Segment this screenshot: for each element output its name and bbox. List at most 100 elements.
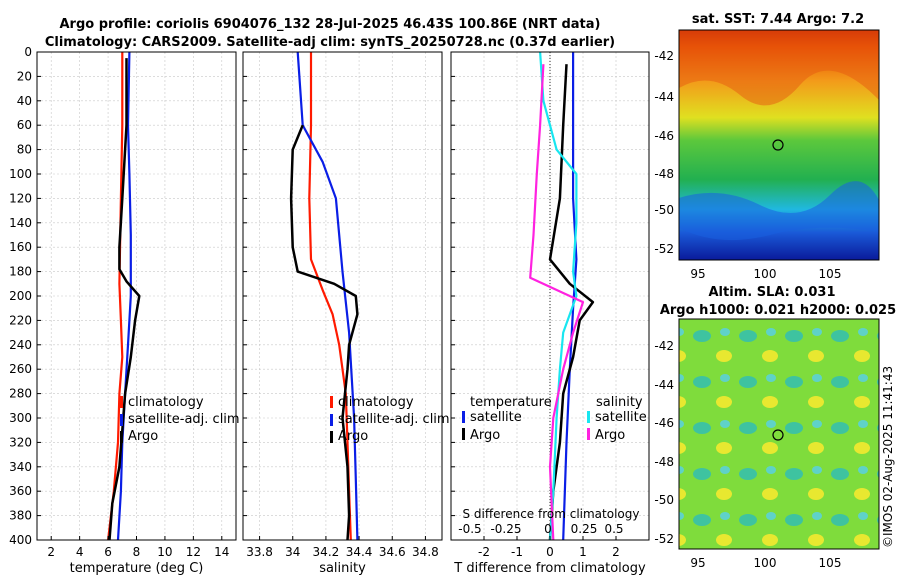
sla-map-field: [679, 319, 879, 549]
legend-swatch-s-satellite: [587, 411, 590, 423]
x-tick-label: 14: [214, 545, 229, 559]
sst-cold-band: [679, 181, 879, 241]
legend-label-satellite: satellite-adj. clim: [128, 412, 240, 427]
series-line-s-argo: [529, 64, 585, 541]
x-axis-label: salinity: [319, 561, 366, 576]
y-tick-label: 280: [9, 387, 32, 401]
x-tick-label: 8: [133, 545, 141, 559]
legend-swatch-satellite: [330, 414, 333, 426]
y-tick-label: 20: [17, 69, 32, 83]
x-axis-label: temperature (deg C): [70, 561, 204, 576]
legend-title-salinity: salinity: [596, 395, 643, 410]
legend-label-satellite: satellite-adj. clim: [338, 412, 450, 427]
secondary-x-tick-label: 0.5: [604, 522, 623, 536]
legend-swatch-argo: [330, 431, 333, 443]
sla-argo-marker: [772, 429, 784, 441]
x-axis-label: T difference from climatology: [453, 561, 646, 576]
map-y-tick-label: -46: [654, 129, 674, 143]
map-ticks: 95 100 105 -42 -44 -46 -48 -50 -52 95 100 105 -42 -44…: [654, 49, 841, 570]
y-tick-label: 120: [9, 191, 32, 205]
x-tick-label: 34.6: [379, 545, 406, 559]
secondary-x-tick-label: -0.5: [458, 522, 481, 536]
series-line-satellite-adj-clim: [296, 51, 359, 541]
sst-map-frame: [678, 29, 880, 261]
series-line-argo: [108, 58, 141, 541]
map-y-tick-label: -52: [654, 242, 674, 256]
y-tick-label: 140: [9, 216, 32, 230]
x-tick-label: 12: [186, 545, 201, 559]
sst-argo-marker: [772, 139, 784, 151]
x-tick-label: 4: [76, 545, 84, 559]
difference-legend: temperature salinity satellite Argo sate…: [462, 395, 647, 443]
y-tick-label: 260: [9, 362, 32, 376]
legend-label-argo: Argo: [128, 429, 158, 444]
series-line-s-satellite: [539, 51, 578, 541]
y-tick-label: 400: [9, 533, 32, 547]
map-x-tick-label: 95: [690, 556, 705, 570]
x-tick-label: 34.8: [412, 545, 439, 559]
legend-label-s-satellite: satellite: [595, 410, 647, 425]
map-y-tick-label: -52: [654, 532, 674, 546]
y-tick-label: 160: [9, 240, 32, 254]
map-x-tick-label: 105: [819, 267, 842, 281]
legend-swatch-climatology: [120, 396, 123, 408]
x-tick-label: 10: [157, 545, 172, 559]
legend-label-climatology: climatology: [338, 395, 414, 410]
y-tick-label: 380: [9, 509, 32, 523]
sst-warm-front: [679, 30, 879, 106]
y-tick-label: 60: [17, 118, 32, 132]
x-tick-label: 2: [47, 545, 55, 559]
map-x-tick-label: 95: [690, 267, 705, 281]
salinity-legend: climatology satellite-adj. clim Argo: [330, 395, 450, 444]
map-y-tick-label: -48: [654, 455, 674, 469]
map-y-tick-label: -50: [654, 203, 674, 217]
legend-swatch-climatology: [330, 396, 333, 408]
legend-swatch-argo: [120, 431, 123, 443]
sst-map: [678, 29, 880, 261]
series-line-climatology: [107, 52, 124, 541]
y-tick-label: 180: [9, 265, 32, 279]
legend-label-t-argo: Argo: [470, 428, 500, 443]
legend-label-s-argo: Argo: [595, 428, 625, 443]
temperature-panel: 2 4 6 8 10 12 14 temperature (deg C) 0 20 40 60 80 10…: [9, 45, 237, 576]
y-tick-label: 100: [9, 167, 32, 181]
y-tick-label: 40: [17, 94, 32, 108]
map-y-tick-label: -50: [654, 493, 674, 507]
map-x-tick-label: 105: [819, 556, 842, 570]
sla-map-title: Altim. SLA: 0.031: [709, 285, 836, 300]
map-y-tick-label: -44: [654, 90, 674, 104]
y-tick-label: 80: [17, 143, 32, 157]
series-line-t-argo: [548, 64, 595, 541]
series-line-satellite-adj-clim: [116, 51, 132, 541]
y-tick-label: 360: [9, 484, 32, 498]
map-x-tick-label: 100: [754, 267, 777, 281]
y-tick-label: 320: [9, 435, 32, 449]
x-tick-label: 34.2: [313, 545, 340, 559]
x-tick-label: -1: [511, 545, 523, 559]
sla-map-frame: [678, 318, 880, 550]
sst-map-title: sat. SST: 7.44 Argo: 7.2: [692, 12, 864, 27]
legend-swatch-satellite: [120, 414, 123, 426]
legend-label-climatology: climatology: [128, 395, 204, 410]
y-tick-label: 0: [24, 45, 32, 59]
legend-label-argo: Argo: [338, 429, 368, 444]
x-tick-label: 1: [579, 545, 587, 559]
legend-swatch-s-argo: [587, 428, 590, 440]
legend-swatch-t-argo: [462, 428, 465, 440]
series-line-climatology: [308, 52, 352, 541]
map-y-tick-label: -42: [654, 49, 674, 63]
map-y-tick-label: -42: [654, 339, 674, 353]
salinity-panel: 33.8 34 34.2 34.4 34.6 34.8 salinity: [242, 51, 443, 576]
legend-swatch-t-satellite: [462, 411, 465, 423]
sla-map-title2: Argo h1000: 0.021 h2000: 0.025: [660, 303, 896, 318]
y-tick-label: 220: [9, 313, 32, 327]
secondary-x-tick-label: -0.25: [490, 522, 521, 536]
x-tick-label: 33.8: [246, 545, 273, 559]
x-tick-label: -2: [478, 545, 490, 559]
map-y-tick-label: -44: [654, 378, 674, 392]
x-tick-label: 2: [612, 545, 620, 559]
map-x-tick-label: 100: [754, 556, 777, 570]
series-line-argo: [289, 124, 359, 541]
x-tick-label: 6: [104, 545, 112, 559]
